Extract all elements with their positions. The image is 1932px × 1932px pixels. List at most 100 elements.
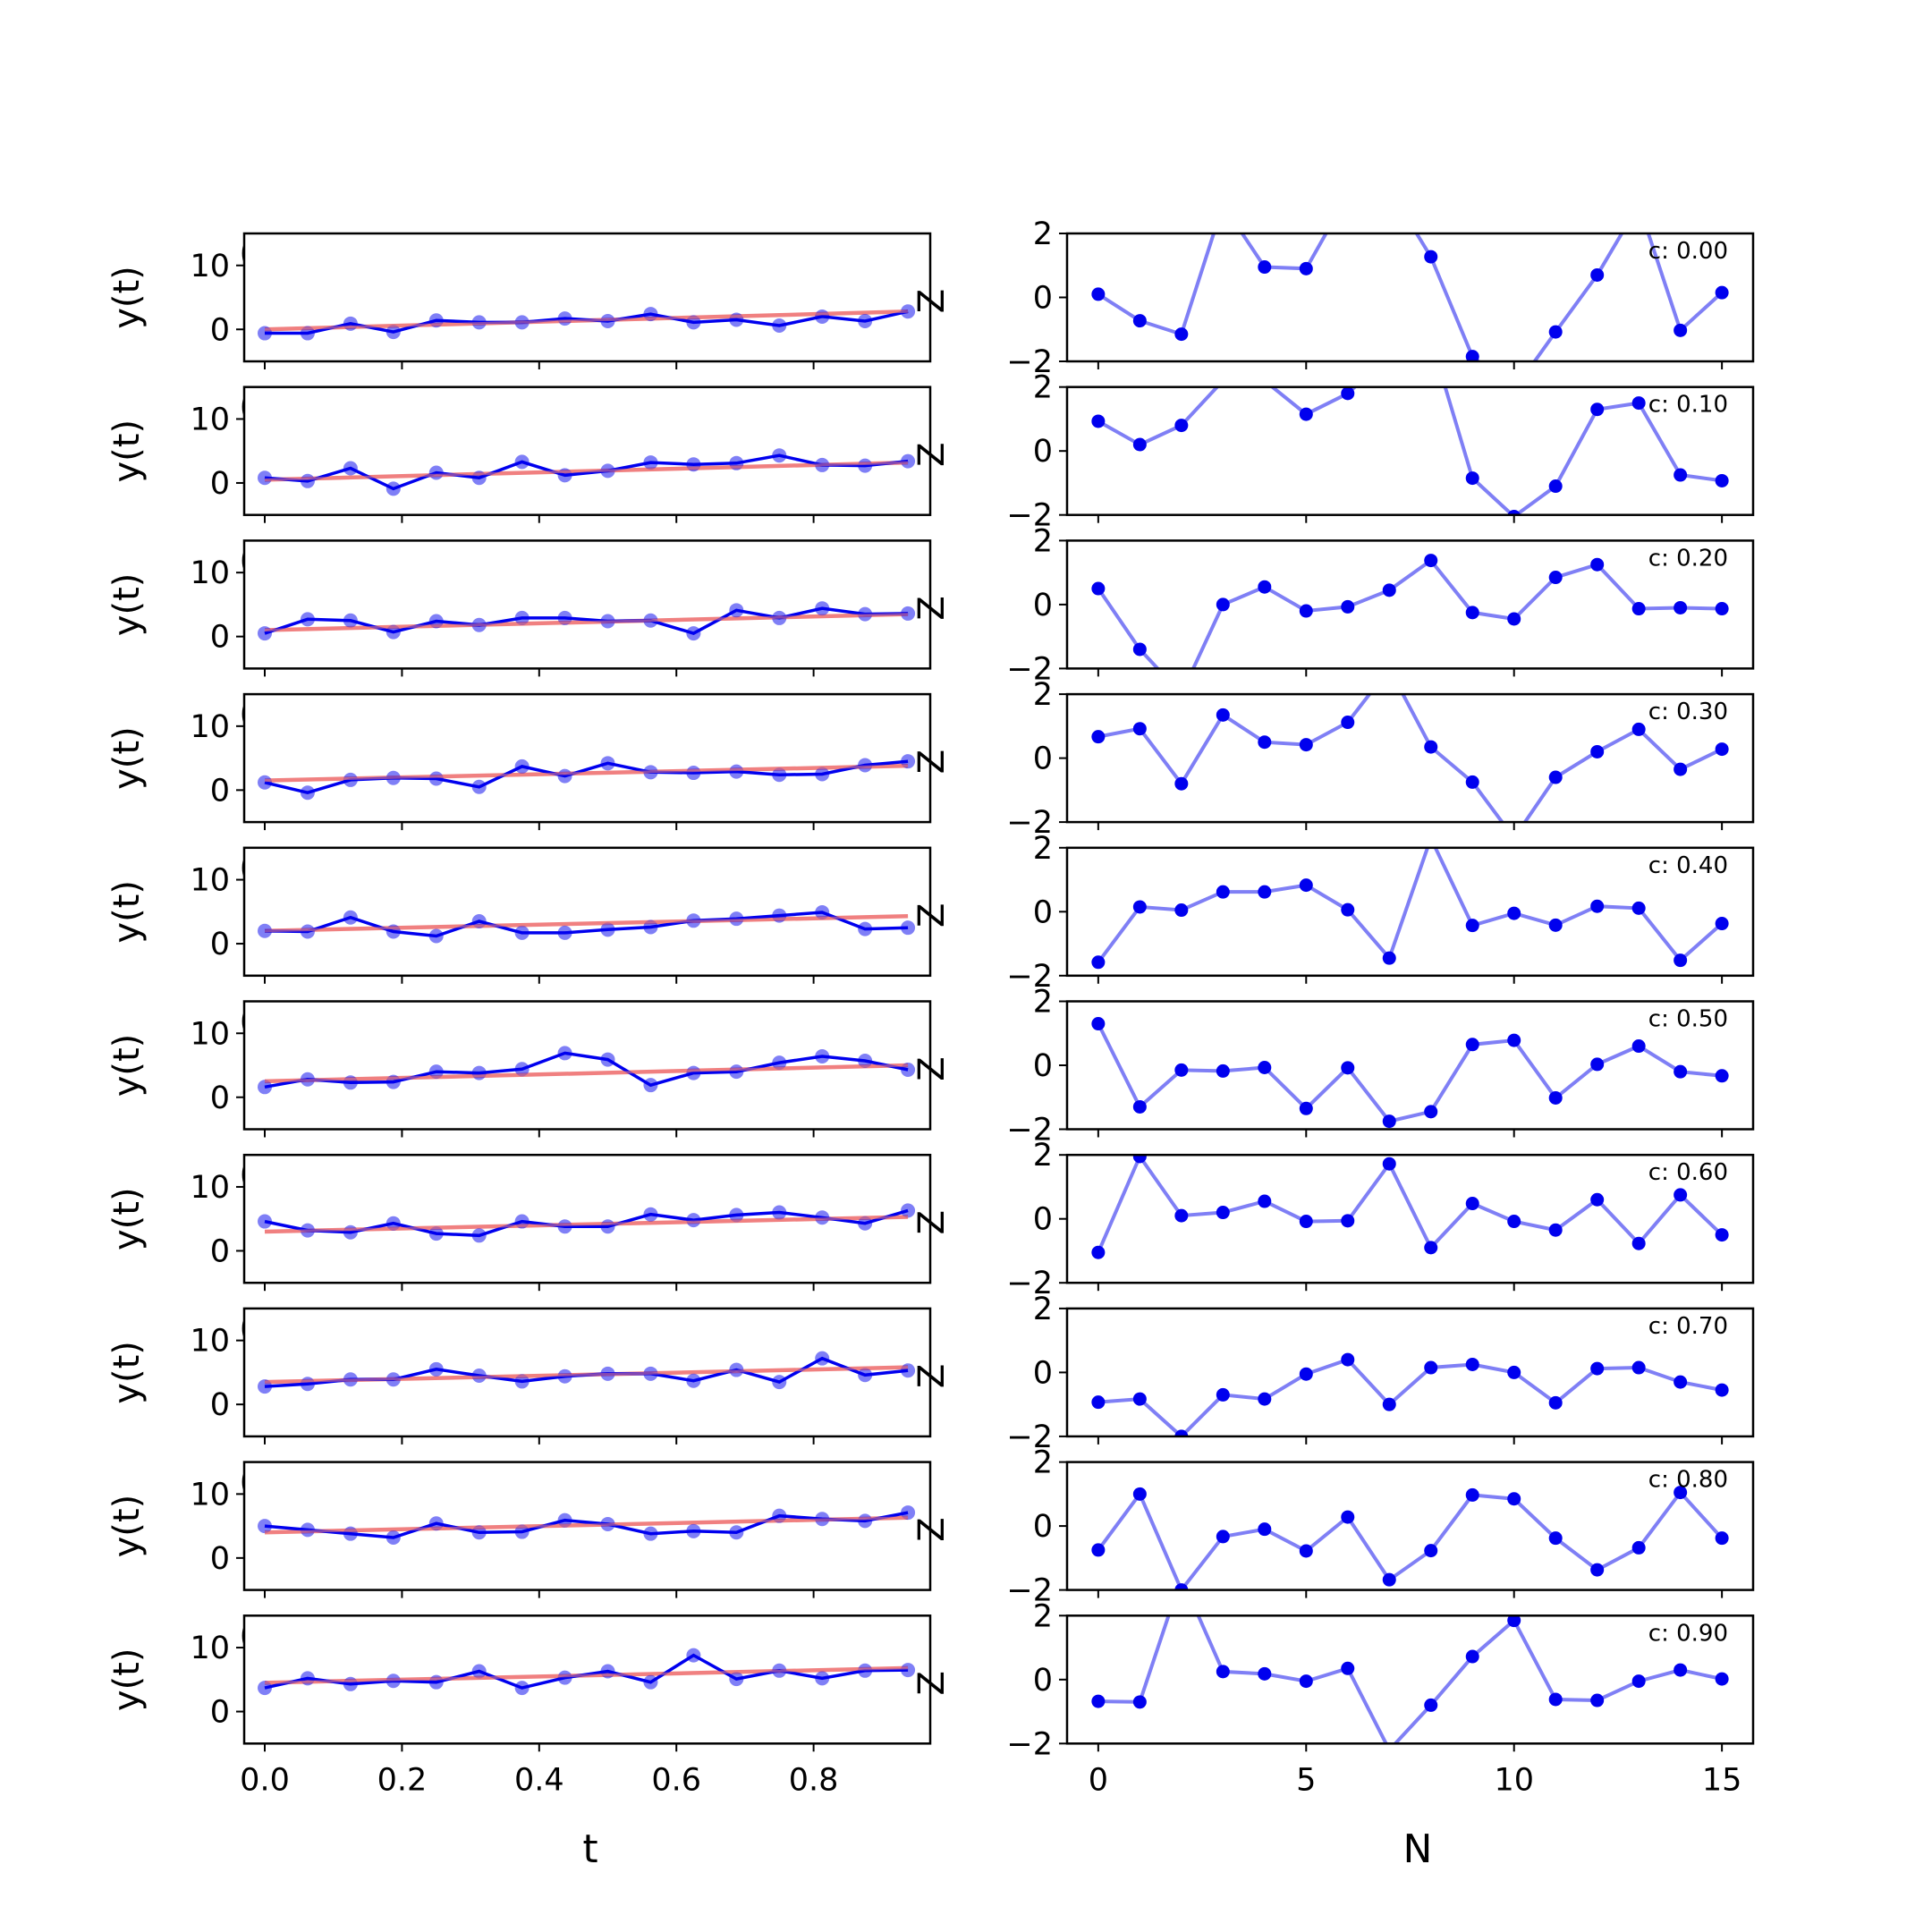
z-series-line xyxy=(1097,233,1724,361)
left-panel-4: 0010y(t)Z xyxy=(106,846,953,984)
left-plot-background xyxy=(244,540,930,669)
y-tick-label: 2 xyxy=(1033,985,1053,1021)
data-point xyxy=(514,758,530,774)
z-data-point xyxy=(1258,735,1272,750)
data-point xyxy=(471,1664,487,1679)
z-data-point xyxy=(1674,323,1688,337)
correlation-annotation: c: 0.20 xyxy=(1648,545,1728,572)
z-data-point xyxy=(1174,419,1189,433)
data-point xyxy=(600,1219,615,1234)
data-point xyxy=(343,1676,358,1691)
trend-line-overlay xyxy=(264,1216,909,1233)
data-point xyxy=(858,458,873,473)
trend-line-overlay xyxy=(264,613,909,631)
x-tick-label: 0.0 xyxy=(240,1762,290,1798)
z-data-point xyxy=(1465,606,1479,620)
left-panel-frame xyxy=(242,539,932,670)
data-point xyxy=(901,1203,916,1218)
z-data-point xyxy=(1091,955,1106,970)
left-panel-1: 0010y(t)Z xyxy=(106,386,953,523)
data-point xyxy=(471,1065,487,1080)
data-series-line xyxy=(264,911,909,938)
x-tick-label: 10 xyxy=(1494,1762,1534,1798)
data-point xyxy=(815,767,830,782)
z-data-point xyxy=(1715,742,1729,757)
left-plot-area-3 xyxy=(244,694,930,823)
z-data-point xyxy=(1424,1105,1438,1119)
z-series-line xyxy=(1097,1155,1724,1253)
left-plot-area-0 xyxy=(244,233,930,361)
left-panel-frame xyxy=(242,846,932,978)
x-tick-label: 15 xyxy=(1702,1762,1742,1798)
z-data-point xyxy=(1132,1099,1147,1114)
trend-line-overlay xyxy=(264,1366,909,1384)
right-y-axis-label: Z xyxy=(911,1364,953,1388)
z-series-line xyxy=(1097,847,1724,963)
z-data-point xyxy=(1507,906,1521,920)
right-panel-3: −2 0 2 c: 0.30 xyxy=(1006,677,1755,841)
z-data-point xyxy=(1548,1395,1563,1410)
data-point xyxy=(858,1053,873,1068)
z-data-point xyxy=(1590,1192,1605,1207)
data-point xyxy=(901,1663,916,1678)
y-tick-label: 10 xyxy=(190,249,230,284)
right-panel-4: −2 0 2 c: 0.40 xyxy=(1006,831,1755,995)
x-tick-label: 5 xyxy=(1296,1762,1316,1798)
y-tick-label: 0 xyxy=(210,773,230,809)
z-data-point xyxy=(1548,325,1563,339)
right-panel-5: −2 0 2 c: 0.50 xyxy=(1006,985,1755,1148)
y-tick-label: 0 xyxy=(1033,434,1053,470)
y-tick-label: 2 xyxy=(1033,1598,1053,1634)
data-point xyxy=(471,1228,487,1243)
data-point xyxy=(514,1524,530,1539)
y-tick-label: −2 xyxy=(1006,498,1053,534)
y-tick-label: −2 xyxy=(1006,1266,1053,1301)
z-data-point xyxy=(1091,1694,1106,1708)
data-point xyxy=(300,1671,315,1686)
y-tick-label: −2 xyxy=(1006,344,1053,380)
z-data-point xyxy=(1174,1208,1189,1223)
data-point xyxy=(772,448,787,463)
z-data-point xyxy=(1174,1429,1189,1436)
z-data-point xyxy=(1382,583,1396,597)
right-y-axis-label: Z xyxy=(911,903,953,928)
data-point xyxy=(557,1513,572,1528)
data-point xyxy=(815,601,830,616)
z-data-point xyxy=(1590,267,1605,282)
data-point xyxy=(686,766,701,781)
z-data-point xyxy=(1548,571,1563,585)
right-panel-6: −2 0 2 c: 0.60 xyxy=(1006,1138,1755,1301)
y-tick-label: 10 xyxy=(190,1477,230,1513)
z-data-point xyxy=(1674,1375,1688,1389)
y-tick-label: 2 xyxy=(1033,523,1053,559)
right-y-axis-label: Z xyxy=(911,1056,953,1080)
data-point xyxy=(600,922,615,937)
z-data-point xyxy=(1465,1649,1479,1664)
z-data-point xyxy=(1715,473,1729,487)
z-data-point xyxy=(1341,902,1355,917)
data-point xyxy=(729,1362,744,1377)
y-axis-label: y(t) xyxy=(106,1034,148,1097)
z-data-point xyxy=(1465,775,1479,789)
data-point xyxy=(600,756,615,771)
z-data-point xyxy=(1507,1033,1521,1047)
left-panel-0: 0010y(t)Z xyxy=(106,232,953,369)
y-tick-label: 0 xyxy=(210,1233,230,1269)
data-point xyxy=(643,1078,658,1093)
z-data-point xyxy=(1258,885,1272,899)
z-data-point xyxy=(1548,1223,1563,1237)
z-data-point xyxy=(1341,1352,1355,1367)
correlation-annotation: c: 0.10 xyxy=(1648,392,1728,419)
data-point xyxy=(300,1377,315,1392)
y-axis-label: y(t) xyxy=(106,1648,148,1712)
z-data-point xyxy=(1548,479,1563,494)
z-data-point xyxy=(1091,1395,1106,1410)
z-data-point xyxy=(1674,953,1688,968)
z-data-point xyxy=(1715,1069,1729,1083)
y-tick-label: 2 xyxy=(1033,216,1053,252)
z-data-point xyxy=(1299,407,1313,421)
right-panel-9: −2 0 2 0 5 10 15 c: 0.90 xyxy=(1006,1598,1755,1798)
left-panel-frame xyxy=(242,1000,932,1131)
z-data-point xyxy=(1715,917,1729,931)
